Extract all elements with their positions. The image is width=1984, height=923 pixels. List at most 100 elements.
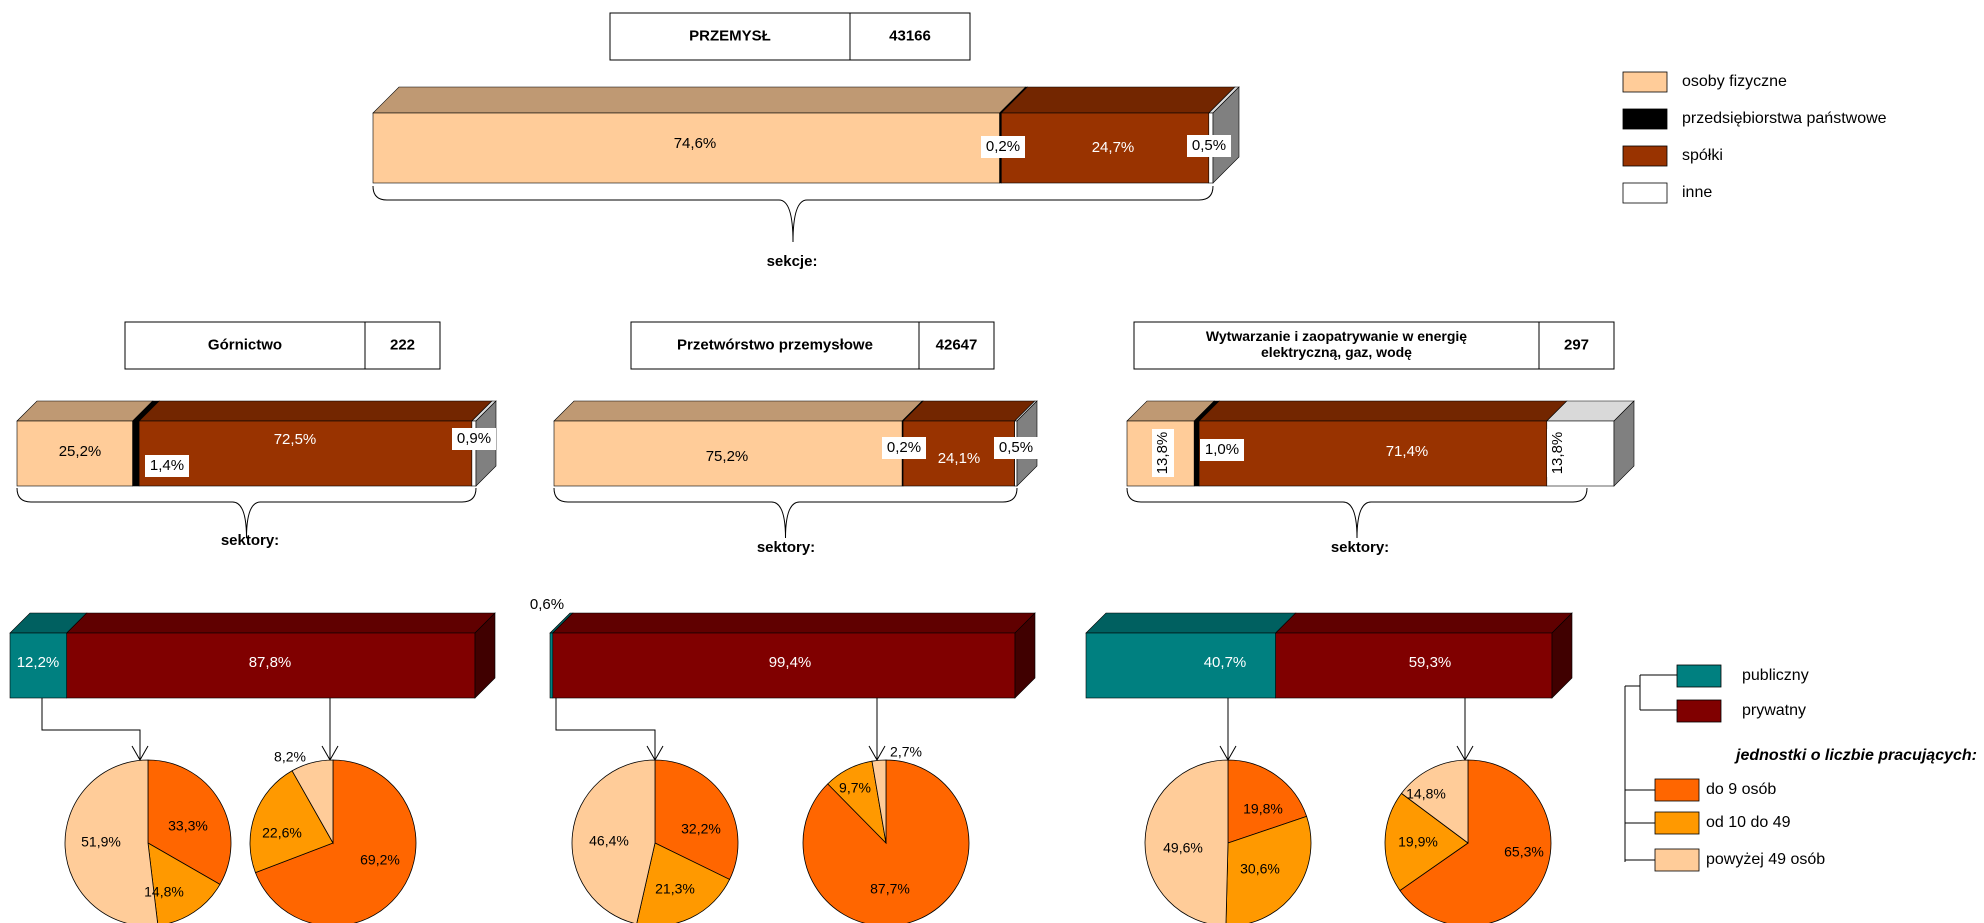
data-label: 0,9% (457, 430, 491, 447)
bar-segment (16, 420, 133, 487)
pie-label: 87,7% (870, 881, 910, 897)
data-label: 59,3% (1409, 654, 1452, 671)
bar-segment (132, 420, 140, 487)
data-label-box (1187, 135, 1231, 157)
total-box (364, 321, 441, 370)
pie-slice (147, 759, 232, 885)
grouping-brace (372, 185, 1214, 243)
chart-title: PRZEMYSŁ (689, 27, 771, 44)
data-label: 12,2% (17, 654, 60, 671)
chart-total: 297 (1564, 336, 1589, 353)
arrow-head (868, 745, 886, 762)
pie-label: 9,7% (839, 780, 871, 796)
grouping-brace (16, 487, 477, 539)
pie-slice (571, 759, 656, 923)
pie-label: 51,9% (81, 834, 121, 850)
bar-segment (553, 420, 903, 487)
data-label: 1,0% (1205, 441, 1239, 458)
legend-label: osoby fizyczne (1682, 73, 1787, 90)
bar-segment-top (553, 400, 923, 422)
bar-segment (372, 112, 1000, 184)
bar-segment-top (138, 400, 493, 422)
legend-swatch (1654, 811, 1700, 835)
data-label: 0,5% (999, 439, 1033, 456)
bar-segment (549, 632, 554, 699)
data-label-box (994, 437, 1038, 459)
title-box (124, 321, 366, 370)
bar-segment-top (16, 400, 154, 422)
legend-swatch (1622, 108, 1668, 130)
pie-label: 32,2% (681, 821, 721, 837)
pie-slice (291, 759, 334, 845)
data-label-box (145, 455, 189, 477)
pie-slice (254, 759, 417, 923)
total-box (1538, 321, 1615, 370)
data-label-box (981, 136, 1025, 158)
pie-slice (1227, 759, 1308, 844)
arrow-line (555, 698, 656, 760)
bar-side (1613, 400, 1635, 487)
pie-label: 14,8% (1406, 786, 1446, 802)
pie-slice (1144, 759, 1229, 923)
pie-slice (802, 759, 970, 923)
title-box (609, 12, 851, 61)
legend-swatch (1654, 848, 1700, 872)
chart-total: 43166 (889, 27, 931, 44)
arrow-line (41, 698, 141, 760)
bar-segment-top (1274, 612, 1573, 634)
bar-segment (1275, 632, 1553, 699)
legend-label: spółki (1682, 147, 1723, 164)
pie-slice (871, 759, 887, 844)
legend-swatch (1622, 71, 1668, 93)
pie-label: 65,3% (1504, 844, 1544, 860)
pie-slice (147, 842, 221, 923)
data-label: 1,4% (150, 457, 184, 474)
pie-slice (249, 770, 334, 874)
title-box (630, 321, 920, 370)
total-box (849, 12, 971, 61)
legend-label: publiczny (1742, 667, 1809, 684)
data-label: 0,5% (1192, 137, 1226, 154)
data-label-box (1200, 439, 1244, 461)
title-box (1133, 321, 1540, 370)
data-label: 75,2% (706, 448, 749, 465)
pie-label: 2,7% (890, 744, 922, 760)
data-label: 0,2% (887, 439, 921, 456)
pie-label: 19,9% (1398, 834, 1438, 850)
chart-total: 42647 (936, 336, 978, 353)
data-label: 24,7% (1092, 139, 1135, 156)
chart-title: Przetwórstwo przemysłowe (677, 336, 873, 353)
pie-label: 30,6% (1240, 861, 1280, 877)
pie-label: 8,2% (274, 749, 306, 765)
bar-side (474, 612, 496, 699)
data-label-box (1547, 429, 1569, 477)
bar-side (1551, 612, 1573, 699)
bar-segment-top (372, 86, 1027, 114)
grouping-brace (1126, 487, 1588, 539)
sekcje-label: sekcje: (767, 253, 818, 270)
data-label: 0,2% (986, 138, 1020, 155)
bar-segment (1193, 420, 1200, 487)
pie-label: 21,3% (655, 881, 695, 897)
data-label: 87,8% (249, 654, 292, 671)
pie-slice (636, 842, 731, 923)
sektory-label: sektory: (757, 539, 815, 556)
bar-segment (1085, 632, 1276, 699)
data-label-box (882, 437, 926, 459)
legend-label: przedsiębiorstwa państwowe (1682, 110, 1887, 127)
data-label: 0,6% (530, 596, 564, 613)
legend-swatch (1654, 778, 1700, 802)
bar-segment-top (902, 400, 1036, 422)
data-label-box (452, 428, 496, 450)
bar-segment (1198, 420, 1548, 487)
data-label: 24,1% (938, 450, 981, 467)
pie-slice (1399, 759, 1552, 923)
data-label: 13,8% (1549, 432, 1566, 475)
pie-slice (64, 759, 158, 923)
total-box (918, 321, 995, 370)
bar-segment (66, 632, 476, 699)
legend-label: do 9 osób (1706, 781, 1776, 798)
chart-title: Górnictwo (208, 336, 282, 353)
chart-title-line: elektryczną, gaz, wodę (1261, 344, 1412, 360)
